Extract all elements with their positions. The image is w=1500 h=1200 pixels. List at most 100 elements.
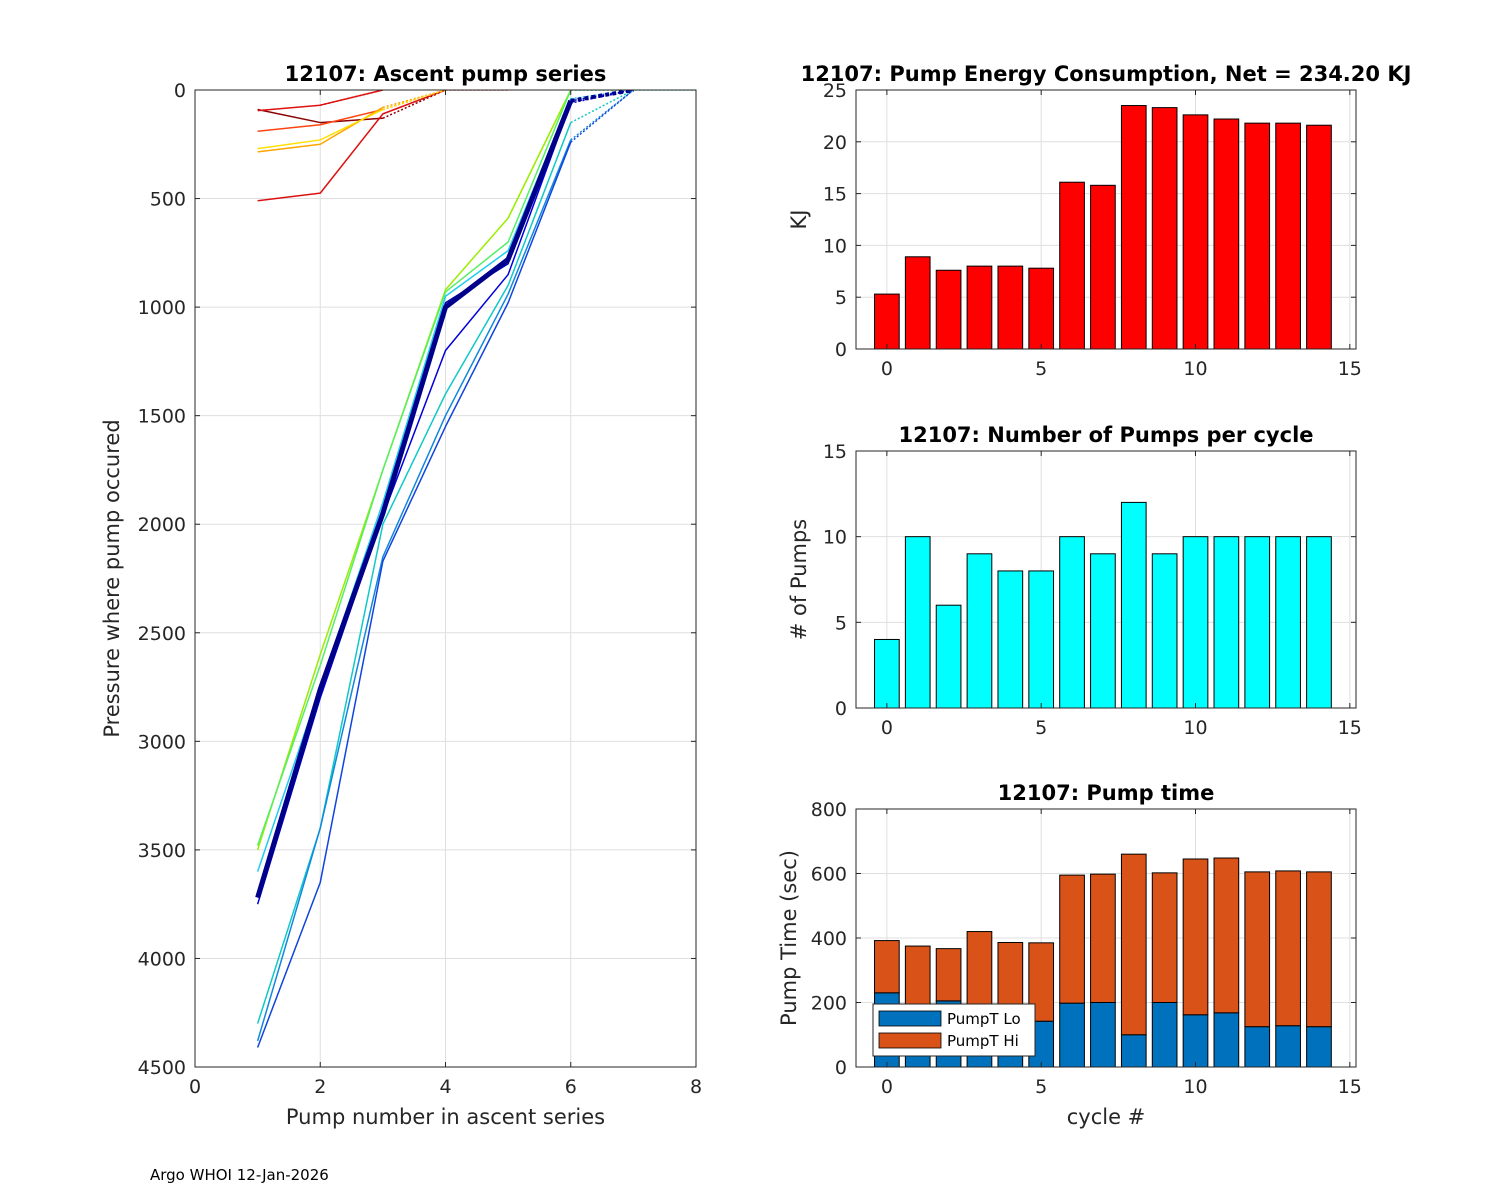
y-tick-label: 0 bbox=[835, 339, 847, 361]
bar bbox=[1306, 536, 1332, 709]
x-tick-label: 0 bbox=[881, 358, 893, 380]
bar bbox=[997, 570, 1024, 709]
bar bbox=[874, 638, 900, 709]
footer-credit: Argo WHOI 12-Jan-2026 bbox=[150, 1166, 329, 1184]
series-group bbox=[255, 90, 696, 1048]
x-tick-label: 15 bbox=[1338, 358, 1362, 380]
x-tick-label: 4 bbox=[439, 1076, 451, 1098]
x-tick-label: 8 bbox=[690, 1076, 702, 1098]
y-axis-label: KJ bbox=[787, 210, 811, 230]
bar bbox=[904, 536, 931, 709]
y-tick-label: 0 bbox=[174, 80, 186, 102]
x-tick-label: 0 bbox=[881, 717, 893, 739]
stacked-bar-segment bbox=[1213, 1012, 1240, 1068]
bar bbox=[1151, 107, 1178, 350]
y-tick-label: 20 bbox=[823, 132, 847, 154]
y-tick-label: 1000 bbox=[138, 297, 186, 319]
pump-time-axes: 0 5 10 15 0 200 400 600 800 12107: Pump time cycle… bbox=[777, 781, 1362, 1129]
x-tick-label: 6 bbox=[565, 1076, 577, 1098]
y-tick-label: 10 bbox=[823, 527, 847, 549]
bar bbox=[1028, 570, 1055, 709]
bar bbox=[1151, 553, 1178, 709]
series-line bbox=[257, 108, 384, 132]
bar bbox=[966, 265, 993, 350]
stacked-bar-segment bbox=[935, 948, 962, 1002]
chart-title: 12107: Number of Pumps per cycle bbox=[898, 423, 1313, 447]
axes-box bbox=[855, 89, 1357, 350]
legend-label: PumpT Lo bbox=[947, 1010, 1021, 1028]
bar bbox=[935, 269, 962, 350]
stacked-bar-segment bbox=[1120, 1034, 1147, 1068]
bar bbox=[1059, 181, 1085, 350]
y-axis-label: Pump Time (sec) bbox=[777, 850, 801, 1026]
y-tick-label: 800 bbox=[811, 799, 847, 821]
stacked-bar-segment bbox=[1244, 871, 1271, 1028]
stacked-bar-segment bbox=[1059, 874, 1085, 1004]
bar bbox=[1244, 536, 1271, 709]
chart-title: 12107: Pump Energy Consumption, Net = 23… bbox=[801, 62, 1412, 86]
x-tick-label: 10 bbox=[1183, 358, 1207, 380]
y-tick-label: 3500 bbox=[138, 840, 186, 862]
series-line bbox=[257, 90, 384, 112]
stacked-bar-segment bbox=[1090, 873, 1116, 1004]
y-tick-label: 15 bbox=[823, 441, 847, 463]
bar bbox=[1120, 105, 1147, 350]
bar bbox=[997, 265, 1024, 350]
x-tick-label: 15 bbox=[1338, 717, 1362, 739]
y-tick-label: 3000 bbox=[138, 731, 186, 753]
bar bbox=[1275, 122, 1301, 350]
stacked-bar-segment bbox=[1275, 870, 1301, 1027]
legend: PumpT Lo PumpT Hi bbox=[872, 1003, 1036, 1057]
bar bbox=[1213, 118, 1240, 350]
y-tick-label: 2500 bbox=[138, 623, 186, 645]
bar bbox=[1213, 536, 1240, 709]
stacked-bar-segment bbox=[1182, 858, 1209, 1016]
stacked-bar-segment bbox=[1059, 1002, 1085, 1068]
bar bbox=[1028, 267, 1055, 350]
series-dotted-line bbox=[570, 90, 634, 141]
series-line bbox=[256, 90, 572, 846]
y-tick-label: 500 bbox=[150, 189, 186, 211]
legend-swatch bbox=[878, 1032, 942, 1049]
bar bbox=[1182, 536, 1209, 709]
bar bbox=[1090, 553, 1116, 709]
bar bbox=[1090, 184, 1116, 350]
axes-box bbox=[855, 450, 1357, 709]
series-line bbox=[255, 99, 574, 899]
series-dotted-line bbox=[570, 90, 634, 103]
x-tick-label: 10 bbox=[1183, 1076, 1207, 1098]
y-axis-label: Pressure where pump occured bbox=[100, 419, 124, 737]
stacked-bar-segment bbox=[1151, 1002, 1178, 1068]
y-tick-label: 400 bbox=[811, 928, 847, 950]
series-line bbox=[256, 122, 572, 1024]
stacked-bar-segment bbox=[1120, 853, 1147, 1036]
x-tick-label: 2 bbox=[314, 1076, 326, 1098]
y-tick-label: 1500 bbox=[138, 406, 186, 428]
x-axis-label: cycle # bbox=[1067, 1105, 1146, 1129]
stacked-bar-segment bbox=[1306, 1026, 1332, 1068]
bar bbox=[904, 256, 931, 350]
series-line bbox=[256, 139, 572, 1042]
stacked-bar-segment bbox=[1306, 871, 1332, 1028]
series-dotted-line bbox=[382, 90, 446, 111]
y-tick-label: 600 bbox=[811, 864, 847, 886]
y-tick-label: 15 bbox=[823, 184, 847, 206]
bar bbox=[966, 553, 993, 709]
stacked-bar-segment bbox=[874, 940, 900, 994]
x-tick-label: 0 bbox=[189, 1076, 201, 1098]
y-tick-label: 0 bbox=[835, 1057, 847, 1079]
x-axis-label: Pump number in ascent series bbox=[286, 1105, 605, 1129]
stacked-bar-segment bbox=[1182, 1014, 1209, 1068]
x-tick-label: 5 bbox=[1035, 717, 1047, 739]
bar bbox=[1275, 536, 1301, 709]
stacked-bar-segment bbox=[1090, 1002, 1116, 1068]
series-line bbox=[257, 90, 446, 202]
stacked-bar-segment bbox=[904, 945, 931, 1010]
y-axis-label: # of Pumps bbox=[787, 519, 811, 641]
chart-title: 12107: Ascent pump series bbox=[285, 62, 607, 86]
y-tick-label: 25 bbox=[823, 80, 847, 102]
legend-swatch bbox=[878, 1010, 942, 1027]
y-tick-label: 200 bbox=[811, 993, 847, 1015]
